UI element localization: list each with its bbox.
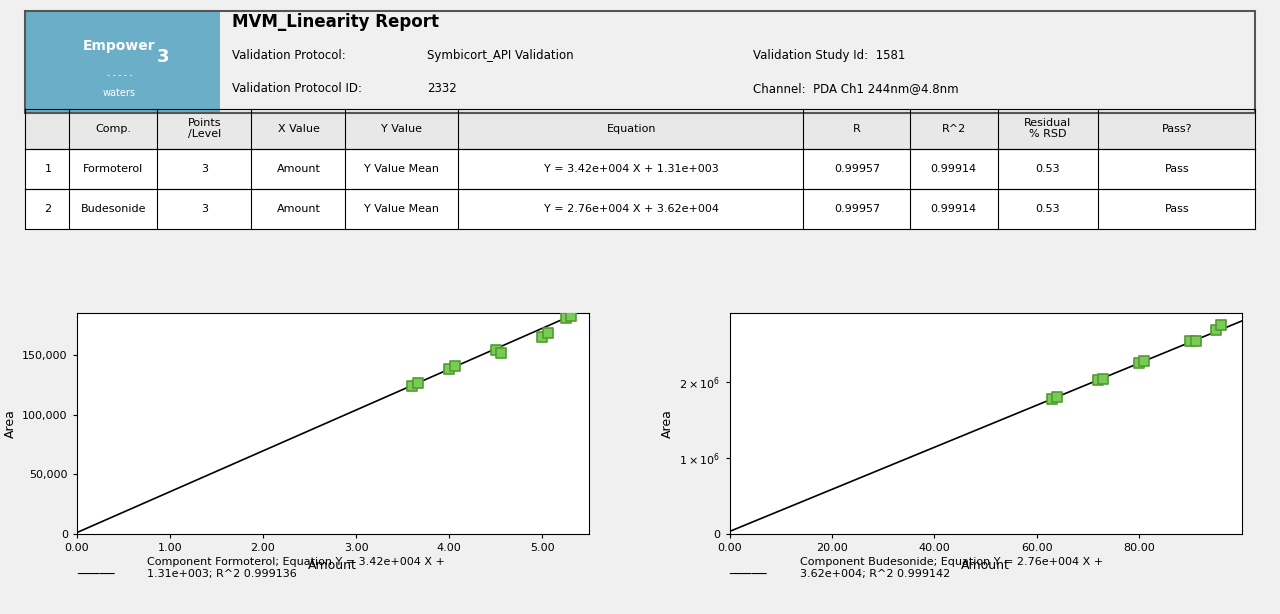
Text: Equation: Equation (607, 123, 655, 133)
Point (538, 328, 558, 338)
Bar (26, 149, 1254, 188)
Point (1211, 320, 1231, 330)
Text: R^2: R^2 (942, 123, 965, 133)
Text: R: R (854, 123, 861, 133)
Point (561, 311, 581, 321)
Text: - - - - -: - - - - - (106, 71, 132, 80)
Text: Points
/Level: Points /Level (188, 118, 221, 139)
Text: 2332: 2332 (426, 82, 457, 95)
Text: Formoterol: Formoterol (83, 163, 143, 174)
Text: 0.99957: 0.99957 (835, 204, 881, 214)
Text: MVM_Linearity Report: MVM_Linearity Report (233, 13, 439, 31)
Text: Component Budesonide; Equation Y = 2.76e+004 X +
3.62e+004; R^2 0.999142: Component Budesonide; Equation Y = 2.76e… (800, 557, 1103, 579)
Point (1047, 392, 1068, 402)
Text: ─────: ───── (77, 567, 114, 581)
Point (1088, 375, 1108, 385)
Text: 0.99914: 0.99914 (931, 163, 977, 174)
Point (1134, 356, 1155, 366)
Text: Residual
% RSD: Residual % RSD (1024, 118, 1071, 139)
Text: X Value: X Value (278, 123, 320, 133)
Text: Channel:  PDA Ch1 244nm@4.8nm: Channel: PDA Ch1 244nm@4.8nm (753, 82, 959, 95)
Point (485, 345, 506, 355)
Point (1129, 359, 1149, 368)
Point (532, 332, 553, 342)
Point (556, 313, 576, 323)
Point (407, 378, 428, 388)
Y-axis label: Area: Area (660, 409, 673, 438)
Point (1185, 336, 1206, 346)
Text: 2: 2 (45, 204, 51, 214)
Text: 1: 1 (45, 163, 51, 174)
Point (1180, 336, 1201, 346)
Point (492, 348, 512, 357)
Text: Amount: Amount (276, 204, 321, 214)
Text: 3: 3 (201, 163, 209, 174)
X-axis label: Amount: Amount (961, 559, 1010, 572)
Point (444, 361, 465, 371)
Text: Pass: Pass (1165, 204, 1189, 214)
Text: waters: waters (102, 88, 136, 98)
Text: Component Formoterol; Equation Y = 3.42e+004 X +
1.31e+003; R^2 0.999136: Component Formoterol; Equation Y = 3.42e… (147, 557, 445, 579)
Text: 0.99957: 0.99957 (835, 163, 881, 174)
Text: 3: 3 (157, 49, 169, 66)
Text: Y = 2.76e+004 X + 3.62e+004: Y = 2.76e+004 X + 3.62e+004 (544, 204, 718, 214)
Text: Y Value Mean: Y Value Mean (365, 204, 439, 214)
Text: Symbicort_API Validation: Symbicort_API Validation (426, 49, 573, 61)
Bar (26, 10, 1254, 113)
Text: Y Value Mean: Y Value Mean (365, 163, 439, 174)
Text: Validation Protocol ID:: Validation Protocol ID: (233, 82, 362, 95)
Text: Y = 3.42e+004 X + 1.31e+003: Y = 3.42e+004 X + 1.31e+003 (544, 163, 718, 174)
Text: 0.53: 0.53 (1036, 204, 1060, 214)
Text: Pass?: Pass? (1162, 123, 1192, 133)
Text: 0.53: 0.53 (1036, 163, 1060, 174)
Point (439, 364, 460, 374)
Text: ─────: ───── (730, 567, 767, 581)
X-axis label: Amount: Amount (308, 559, 357, 572)
Bar (26, 109, 1254, 149)
Text: Budesonide: Budesonide (81, 204, 146, 214)
Point (402, 381, 422, 391)
Text: 0.99914: 0.99914 (931, 204, 977, 214)
Point (1093, 374, 1114, 384)
Text: Comp.: Comp. (95, 123, 131, 133)
Text: Y Value: Y Value (381, 123, 422, 133)
Text: Validation Protocol:: Validation Protocol: (233, 49, 346, 61)
Y-axis label: Area: Area (4, 409, 17, 438)
Text: Empower: Empower (83, 39, 156, 53)
Text: Amount: Amount (276, 163, 321, 174)
Text: Validation Study Id:  1581: Validation Study Id: 1581 (753, 49, 905, 61)
Text: Pass: Pass (1165, 163, 1189, 174)
Point (1206, 325, 1226, 335)
Bar (26, 10, 220, 113)
Point (1042, 394, 1062, 404)
Text: 3: 3 (201, 204, 209, 214)
Bar (26, 188, 1254, 228)
